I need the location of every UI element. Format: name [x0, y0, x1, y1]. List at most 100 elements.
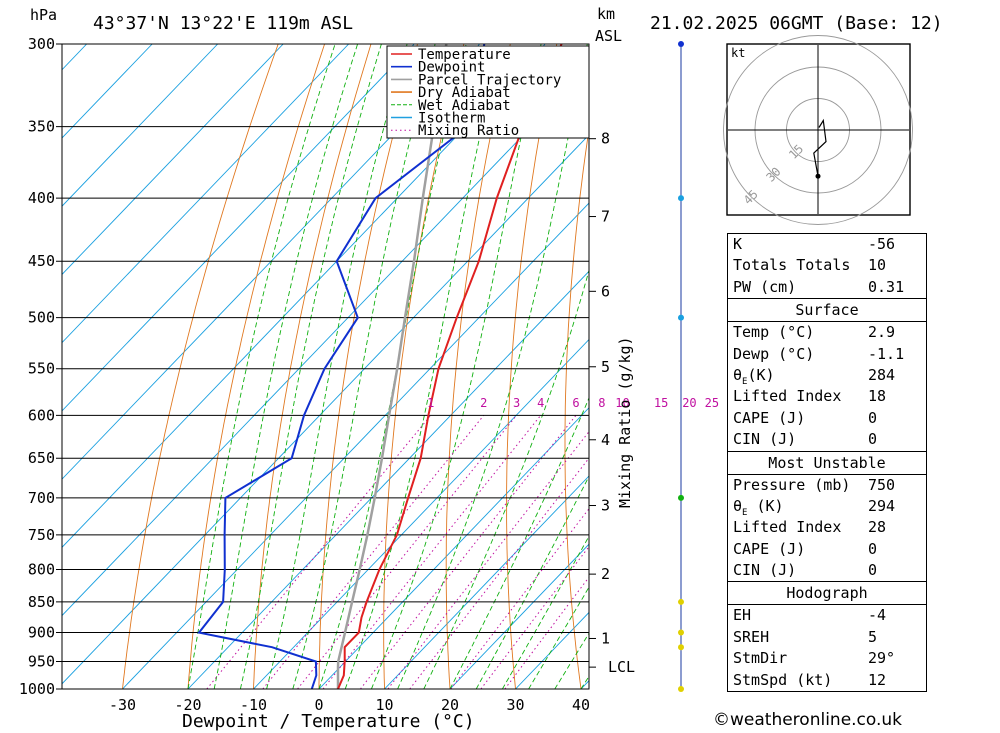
theta-unit: (K) — [747, 496, 784, 515]
mu-pressure-row: Pressure (mb) 750 — [728, 475, 926, 496]
wind-level-dot — [678, 314, 684, 321]
param-label: SREH — [733, 627, 770, 646]
km-tick-label: 1 — [601, 629, 610, 647]
wet-adiabat-line — [187, 44, 336, 689]
pressure-tick-label: 350 — [28, 118, 55, 136]
param-value: 0 — [868, 561, 878, 580]
wind-level-dot — [678, 686, 684, 692]
wet-adiabat-line — [502, 535, 589, 689]
isotherm-line — [62, 44, 219, 207]
param-label: Dewp (°C) — [733, 344, 815, 363]
km-tick-label: 7 — [601, 208, 610, 226]
surface-cin-row: CIN (J) 0 — [728, 429, 926, 450]
param-value: 18 — [868, 387, 887, 406]
wind-level-dot — [678, 598, 684, 605]
dry-adiabat-line — [445, 44, 511, 689]
legend-label: Isotherm — [418, 111, 485, 127]
mu-li-row: Lifted Index 28 — [728, 517, 926, 538]
wet-adiabat-line — [397, 44, 588, 689]
pressure-tick-label: 550 — [28, 360, 55, 378]
param-label: CIN (J) — [733, 561, 797, 580]
theta-symbol: θ — [733, 496, 743, 515]
km-tick-label: 8 — [601, 130, 610, 148]
theta-subscript: E — [742, 507, 748, 518]
wind-level-dot — [678, 494, 684, 501]
hpa-unit-label: hPa — [30, 6, 57, 24]
param-label: Lifted Index — [733, 518, 842, 537]
param-label: CIN (J) — [733, 430, 797, 449]
legend-label: Wet Adiabat — [418, 98, 511, 114]
temp-tick-label: 0 — [314, 696, 323, 714]
pressure-tick-label: 800 — [28, 560, 55, 578]
param-value: -1.1 — [868, 344, 905, 363]
mixing-ratio-line — [297, 414, 517, 689]
isotherm-line — [449, 543, 589, 689]
credit-text: ©weatheronline.co.uk — [713, 710, 903, 730]
mixing-ratio-label: 3 — [513, 396, 520, 410]
index-label: K — [733, 235, 743, 253]
most-unstable-heading: Most Unstable — [728, 452, 926, 475]
dry-adiabat-line — [564, 126, 589, 689]
dry-adiabat-line — [676, 44, 712, 689]
legend-label: Dry Adiabat — [418, 85, 511, 101]
dry-adiabat-line — [318, 44, 418, 689]
pressure-tick-label: 300 — [28, 35, 55, 53]
param-label: Temp (°C) — [733, 323, 815, 342]
mixing-ratio-label: 1 — [427, 396, 434, 410]
legend-label: Parcel Trajectory — [418, 72, 561, 88]
hodograph-params-section: Hodograph EH -4 SREH 5 StmDir 29° StmSpd (k… — [727, 582, 927, 693]
param-value: 294 — [868, 496, 896, 515]
pressure-tick-label: 1000 — [19, 680, 55, 698]
surface-dewp-row: Dewp (°C) -1.1 — [728, 344, 926, 365]
param-value: -4 — [868, 606, 887, 625]
pressure-tick-label: 900 — [28, 624, 55, 642]
theta-symbol: θ — [733, 365, 743, 384]
mu-theta-row: θE (K) 294 — [728, 496, 926, 518]
param-label: Pressure (mb) — [733, 475, 851, 494]
pressure-tick-label: 650 — [28, 449, 55, 467]
param-value: 5 — [868, 627, 878, 646]
param-label: StmDir — [733, 649, 788, 668]
param-value: 0 — [868, 539, 878, 558]
wet-adiabat-line — [266, 44, 408, 689]
hodograph-ring — [723, 35, 913, 225]
legend-label: Dewpoint — [418, 60, 485, 76]
wind-level-dot — [678, 195, 684, 202]
pressure-tick-label: 850 — [28, 593, 55, 611]
isotherm-line — [187, 270, 589, 689]
stmdir-row: StmDir 29° — [728, 648, 926, 669]
isotherm-line — [62, 44, 481, 480]
surface-section: Surface Temp (°C) 2.9 Dewp (°C) -1.1 θE(K)… — [727, 299, 927, 452]
isotherm-line — [62, 134, 589, 685]
param-value: 12 — [868, 670, 887, 689]
pressure-tick-label: 450 — [28, 252, 55, 270]
mixing-ratio-line — [409, 457, 589, 689]
wet-adiabat-line — [318, 44, 467, 689]
param-value: 284 — [868, 365, 896, 384]
indices-section: K -56 Totals Totals 10 PW (cm) 0.31 — [727, 233, 927, 300]
eh-row: EH -4 — [728, 605, 926, 626]
legend-label: Temperature — [418, 47, 511, 63]
wind-level-dot — [678, 644, 684, 651]
pressure-tick-label: 700 — [28, 489, 55, 507]
temp-tick-label: -30 — [109, 696, 136, 714]
param-label: EH — [733, 606, 752, 625]
legend-label: Mixing Ratio — [418, 123, 519, 139]
index-value: 0.31 — [868, 277, 905, 296]
param-value: 2.9 — [868, 323, 896, 342]
stmspd-row: StmSpd (kt) 12 — [728, 670, 926, 691]
param-label: CAPE (J) — [733, 539, 806, 558]
temperature-profile — [337, 44, 563, 689]
index-value: -56 — [868, 235, 896, 253]
most-unstable-section: Most Unstable Pressure (mb) 750 θE (K) 294… — [727, 451, 927, 583]
param-label: θE(K) — [733, 365, 775, 387]
hodograph-params-heading: Hodograph — [728, 582, 926, 606]
asl-unit-label: ASL — [595, 27, 622, 45]
isotherm-line — [122, 202, 589, 689]
surface-li-row: Lifted Index 18 — [728, 386, 926, 407]
mixing-ratio-label: 2 — [480, 396, 487, 410]
isotherm-line — [318, 407, 589, 689]
temp-tick-label: -20 — [174, 696, 201, 714]
mixing-ratio-line — [206, 414, 432, 689]
